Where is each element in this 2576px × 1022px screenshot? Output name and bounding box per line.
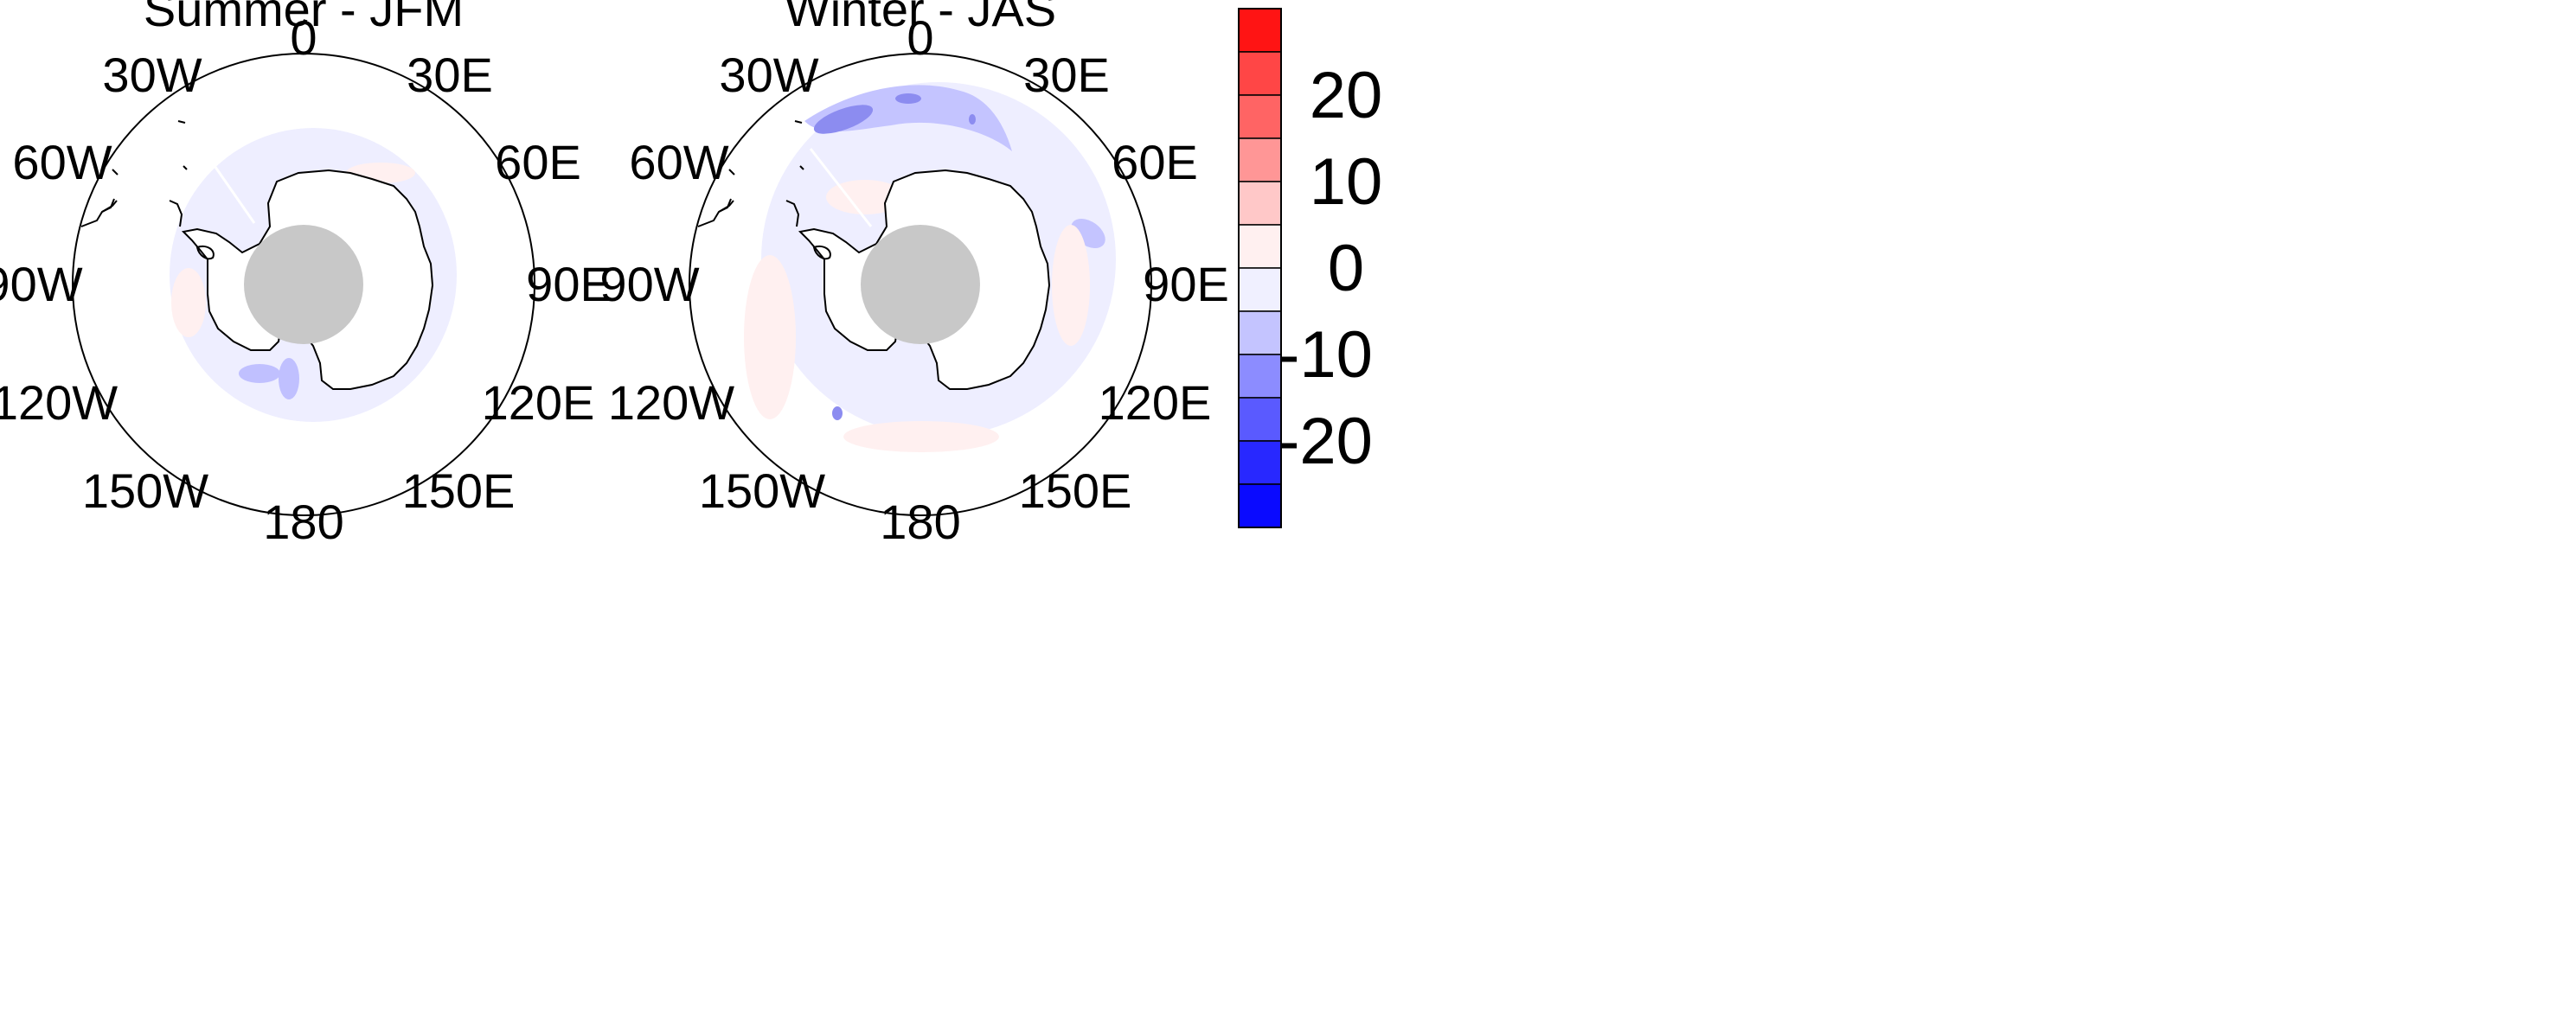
svg-text:180: 180: [263, 495, 343, 549]
svg-text:60E: 60E: [1112, 135, 1198, 189]
svg-text:150E: 150E: [402, 463, 516, 518]
svg-text:30E: 30E: [407, 48, 493, 102]
colorbar-cell: [1238, 137, 1282, 182]
winter-longitude-labels: 0 30E 60E 90E 120E 150E 180 150W 120W 90…: [599, 10, 1228, 549]
svg-text:150E: 150E: [1019, 463, 1132, 518]
svg-text:180: 180: [880, 495, 960, 549]
winter-pole-mask: [861, 225, 980, 344]
colorbar-cell: [1238, 224, 1282, 269]
svg-text:120E: 120E: [1099, 375, 1212, 430]
colorbar: 20 10 0 -10 -20: [1238, 8, 1382, 528]
svg-text:60W: 60W: [629, 135, 728, 189]
svg-text:30E: 30E: [1023, 48, 1110, 102]
svg-text:150W: 150W: [82, 463, 208, 518]
svg-text:30W: 30W: [102, 48, 202, 102]
winter-title: Winter - JAS: [785, 0, 1056, 36]
summer-longitude-labels: 0 30E 60E 90E 120E 150E 180 150W 120W 90…: [0, 10, 612, 549]
svg-text:120W: 120W: [0, 375, 118, 430]
svg-text:90W: 90W: [0, 257, 83, 311]
colorbar-label: 0: [1328, 232, 1364, 305]
colorbar-label: -10: [1278, 318, 1373, 392]
svg-text:120E: 120E: [482, 375, 595, 430]
colorbar-cell: [1238, 8, 1282, 53]
svg-text:60W: 60W: [12, 135, 112, 189]
svg-text:120W: 120W: [608, 375, 734, 430]
svg-text:30W: 30W: [719, 48, 818, 102]
colorbar-cell: [1238, 181, 1282, 226]
colorbar-cell: [1238, 483, 1282, 528]
colorbar-cell: [1238, 51, 1282, 96]
colorbar-label: 10: [1310, 145, 1383, 219]
colorbar-tick-labels: 20 10 0 -10 -20: [1278, 59, 1382, 478]
svg-text:60E: 60E: [495, 135, 581, 189]
colorbar-label: 20: [1310, 59, 1383, 132]
svg-text:90E: 90E: [1143, 257, 1229, 311]
colorbar-cell: [1238, 354, 1282, 399]
svg-text:90E: 90E: [526, 257, 612, 311]
colorbar-cells: [1238, 8, 1282, 528]
summer-pole-mask: [244, 225, 363, 344]
colorbar-cell: [1238, 440, 1282, 485]
svg-text:90W: 90W: [599, 257, 699, 311]
colorbar-cell: [1238, 397, 1282, 442]
summer-coastline-fragments: [80, 120, 215, 260]
winter-coastline-fragments: [697, 120, 831, 260]
colorbar-cell: [1238, 94, 1282, 139]
winter-map: Winter - JAS: [599, 0, 1228, 549]
svg-text:0: 0: [907, 10, 933, 65]
summer-map: Summer - JFM 0 30E 60E 90E 12: [0, 0, 612, 549]
svg-text:0: 0: [290, 10, 317, 65]
summer-title: Summer - JFM: [144, 0, 464, 36]
colorbar-frame: [1238, 8, 1282, 528]
colorbar-cell: [1238, 310, 1282, 355]
colorbar-label: -20: [1278, 405, 1373, 478]
svg-text:150W: 150W: [699, 463, 825, 518]
colorbar-cell: [1238, 267, 1282, 312]
